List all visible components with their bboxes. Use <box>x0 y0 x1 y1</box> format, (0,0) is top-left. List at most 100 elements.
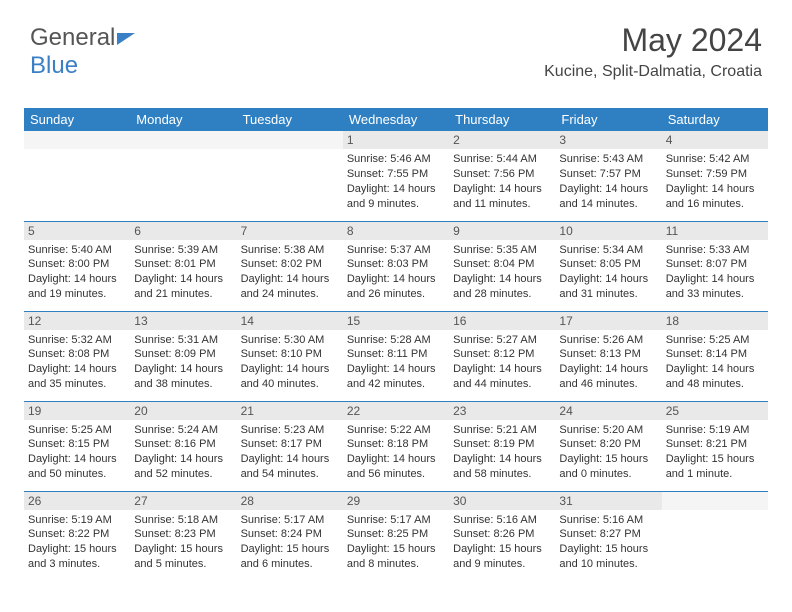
daylight-text: Daylight: 15 hours and 8 minutes. <box>347 542 445 572</box>
calendar-week-row: 12Sunrise: 5:32 AMSunset: 8:08 PMDayligh… <box>24 311 768 401</box>
sunset-text: Sunset: 8:03 PM <box>347 257 445 272</box>
calendar-day-cell: 22Sunrise: 5:22 AMSunset: 8:18 PMDayligh… <box>343 401 449 491</box>
calendar-day-cell: 20Sunrise: 5:24 AMSunset: 8:16 PMDayligh… <box>130 401 236 491</box>
calendar-week-row: 26Sunrise: 5:19 AMSunset: 8:22 PMDayligh… <box>24 491 768 581</box>
calendar-day-cell: 18Sunrise: 5:25 AMSunset: 8:14 PMDayligh… <box>662 311 768 401</box>
sunset-text: Sunset: 7:55 PM <box>347 167 445 182</box>
sunrise-text: Sunrise: 5:46 AM <box>347 152 445 167</box>
calendar-day-cell: 11Sunrise: 5:33 AMSunset: 8:07 PMDayligh… <box>662 221 768 311</box>
day-number: 3 <box>555 131 661 149</box>
calendar-day-cell: 26 Sunrise: 5:19 AMSunset: 8:22 PMDayligh… <box>24 491 130 581</box>
daylight-text: Daylight: 14 hours and 46 minutes. <box>559 362 657 392</box>
calendar-day-cell: 12Sunrise: 5:32 AMSunset: 8:08 PMDayligh… <box>24 311 130 401</box>
sunrise-text: Sunrise: 5:35 AM <box>453 243 551 258</box>
sunset-text: Sunset: 8:13 PM <box>559 347 657 362</box>
day-number: 26 <box>24 492 130 510</box>
sunrise-text: Sunrise: 5:31 AM <box>134 333 232 348</box>
location-label: Kucine, Split-Dalmatia, Croatia <box>544 63 762 81</box>
sunset-text: Sunset: 8:26 PM <box>453 527 551 542</box>
day-number: 16 <box>449 312 555 330</box>
daylight-text: Daylight: 14 hours and 42 minutes. <box>347 362 445 392</box>
calendar-day-cell: 9Sunrise: 5:35 AMSunset: 8:04 PMDaylight… <box>449 221 555 311</box>
sunset-text: Sunset: 8:00 PM <box>28 257 126 272</box>
sunset-text: Sunset: 8:24 PM <box>241 527 339 542</box>
sunrise-text: Sunrise: 5:40 AM <box>28 243 126 258</box>
sunrise-text: Sunrise: 5:27 AM <box>453 333 551 348</box>
calendar-week-row: 19Sunrise: 5:25 AMSunset: 8:15 PMDayligh… <box>24 401 768 491</box>
day-number: 8 <box>343 222 449 240</box>
sunrise-text: Sunrise: 5:34 AM <box>559 243 657 258</box>
day-number: 27 <box>130 492 236 510</box>
daylight-text: Daylight: 14 hours and 14 minutes. <box>559 182 657 212</box>
daylight-text: Daylight: 14 hours and 33 minutes. <box>666 272 764 302</box>
title-block: May 2024 Kucine, Split-Dalmatia, Croatia <box>544 22 762 81</box>
calendar-day-cell: 17Sunrise: 5:26 AMSunset: 8:13 PMDayligh… <box>555 311 661 401</box>
day-number: 18 <box>662 312 768 330</box>
weekday-header-row: Sunday Monday Tuesday Wednesday Thursday… <box>24 108 768 131</box>
daylight-text: Daylight: 14 hours and 31 minutes. <box>559 272 657 302</box>
day-number: 25 <box>662 402 768 420</box>
daylight-text: Daylight: 15 hours and 5 minutes. <box>134 542 232 572</box>
daylight-text: Daylight: 14 hours and 58 minutes. <box>453 452 551 482</box>
calendar-day-cell: 5Sunrise: 5:40 AMSunset: 8:00 PMDaylight… <box>24 221 130 311</box>
day-number: 28 <box>237 492 343 510</box>
sunset-text: Sunset: 7:56 PM <box>453 167 551 182</box>
calendar-day-cell: 4Sunrise: 5:42 AMSunset: 7:59 PMDaylight… <box>662 131 768 221</box>
logo-text-1: General <box>30 24 115 51</box>
daylight-text: Daylight: 14 hours and 9 minutes. <box>347 182 445 212</box>
day-number: 31 <box>555 492 661 510</box>
calendar-day-cell <box>662 491 768 581</box>
daylight-text: Daylight: 14 hours and 38 minutes. <box>134 362 232 392</box>
sunrise-text: Sunrise: 5:33 AM <box>666 243 764 258</box>
sunset-text: Sunset: 8:01 PM <box>134 257 232 272</box>
day-number: 15 <box>343 312 449 330</box>
day-number: 24 <box>555 402 661 420</box>
daylight-text: Daylight: 15 hours and 6 minutes. <box>241 542 339 572</box>
sunset-text: Sunset: 8:08 PM <box>28 347 126 362</box>
sunrise-text: Sunrise: 5:25 AM <box>28 423 126 438</box>
weekday-header: Sunday <box>24 108 130 131</box>
daylight-text: Daylight: 15 hours and 1 minute. <box>666 452 764 482</box>
logo-text-2: Blue <box>30 52 78 79</box>
calendar-day-cell: 23Sunrise: 5:21 AMSunset: 8:19 PMDayligh… <box>449 401 555 491</box>
sunset-text: Sunset: 8:21 PM <box>666 437 764 452</box>
daylight-text: Daylight: 14 hours and 11 minutes. <box>453 182 551 212</box>
calendar-day-cell: 30Sunrise: 5:16 AMSunset: 8:26 PMDayligh… <box>449 491 555 581</box>
sunrise-text: Sunrise: 5:19 AM <box>28 513 126 528</box>
sunset-text: Sunset: 8:22 PM <box>28 527 126 542</box>
calendar-day-cell: 8Sunrise: 5:37 AMSunset: 8:03 PMDaylight… <box>343 221 449 311</box>
calendar-day-cell: 6Sunrise: 5:39 AMSunset: 8:01 PMDaylight… <box>130 221 236 311</box>
calendar-day-cell: 2Sunrise: 5:44 AMSunset: 7:56 PMDaylight… <box>449 131 555 221</box>
calendar-day-cell <box>130 131 236 221</box>
empty-day <box>24 131 130 149</box>
calendar-day-cell: 14Sunrise: 5:30 AMSunset: 8:10 PMDayligh… <box>237 311 343 401</box>
day-number: 20 <box>130 402 236 420</box>
daylight-text: Daylight: 14 hours and 24 minutes. <box>241 272 339 302</box>
day-number: 19 <box>24 402 130 420</box>
calendar-week-row: 5 Sunrise: 5:40 AMSunset: 8:00 PM Daylight… <box>24 221 768 311</box>
daylight-text: Daylight: 14 hours and 40 minutes. <box>241 362 339 392</box>
sunrise-text: Sunrise: 5:17 AM <box>241 513 339 528</box>
daylight-text: Daylight: 14 hours and 26 minutes. <box>347 272 445 302</box>
weekday-header: Friday <box>555 108 661 131</box>
sunrise-text: Sunrise: 5:23 AM <box>241 423 339 438</box>
sunset-text: Sunset: 8:25 PM <box>347 527 445 542</box>
day-number: 5 <box>24 222 130 240</box>
daylight-text: Daylight: 15 hours and 3 minutes. <box>28 542 126 572</box>
day-number: 11 <box>662 222 768 240</box>
sunset-text: Sunset: 8:04 PM <box>453 257 551 272</box>
sunrise-text: Sunrise: 5:32 AM <box>28 333 126 348</box>
calendar-table: Sunday Monday Tuesday Wednesday Thursday… <box>24 108 768 581</box>
calendar-day-cell: 3Sunrise: 5:43 AMSunset: 7:57 PMDaylight… <box>555 131 661 221</box>
sunset-text: Sunset: 8:27 PM <box>559 527 657 542</box>
sunset-text: Sunset: 8:18 PM <box>347 437 445 452</box>
calendar-day-cell <box>24 131 130 221</box>
day-number: 17 <box>555 312 661 330</box>
calendar-day-cell: 7Sunrise: 5:38 AMSunset: 8:02 PMDaylight… <box>237 221 343 311</box>
day-number: 13 <box>130 312 236 330</box>
calendar-day-cell: 10Sunrise: 5:34 AMSunset: 8:05 PMDayligh… <box>555 221 661 311</box>
calendar-day-cell: 19Sunrise: 5:25 AMSunset: 8:15 PMDayligh… <box>24 401 130 491</box>
calendar-day-cell: 15Sunrise: 5:28 AMSunset: 8:11 PMDayligh… <box>343 311 449 401</box>
sunrise-text: Sunrise: 5:18 AM <box>134 513 232 528</box>
calendar-day-cell: 31Sunrise: 5:16 AMSunset: 8:27 PMDayligh… <box>555 491 661 581</box>
